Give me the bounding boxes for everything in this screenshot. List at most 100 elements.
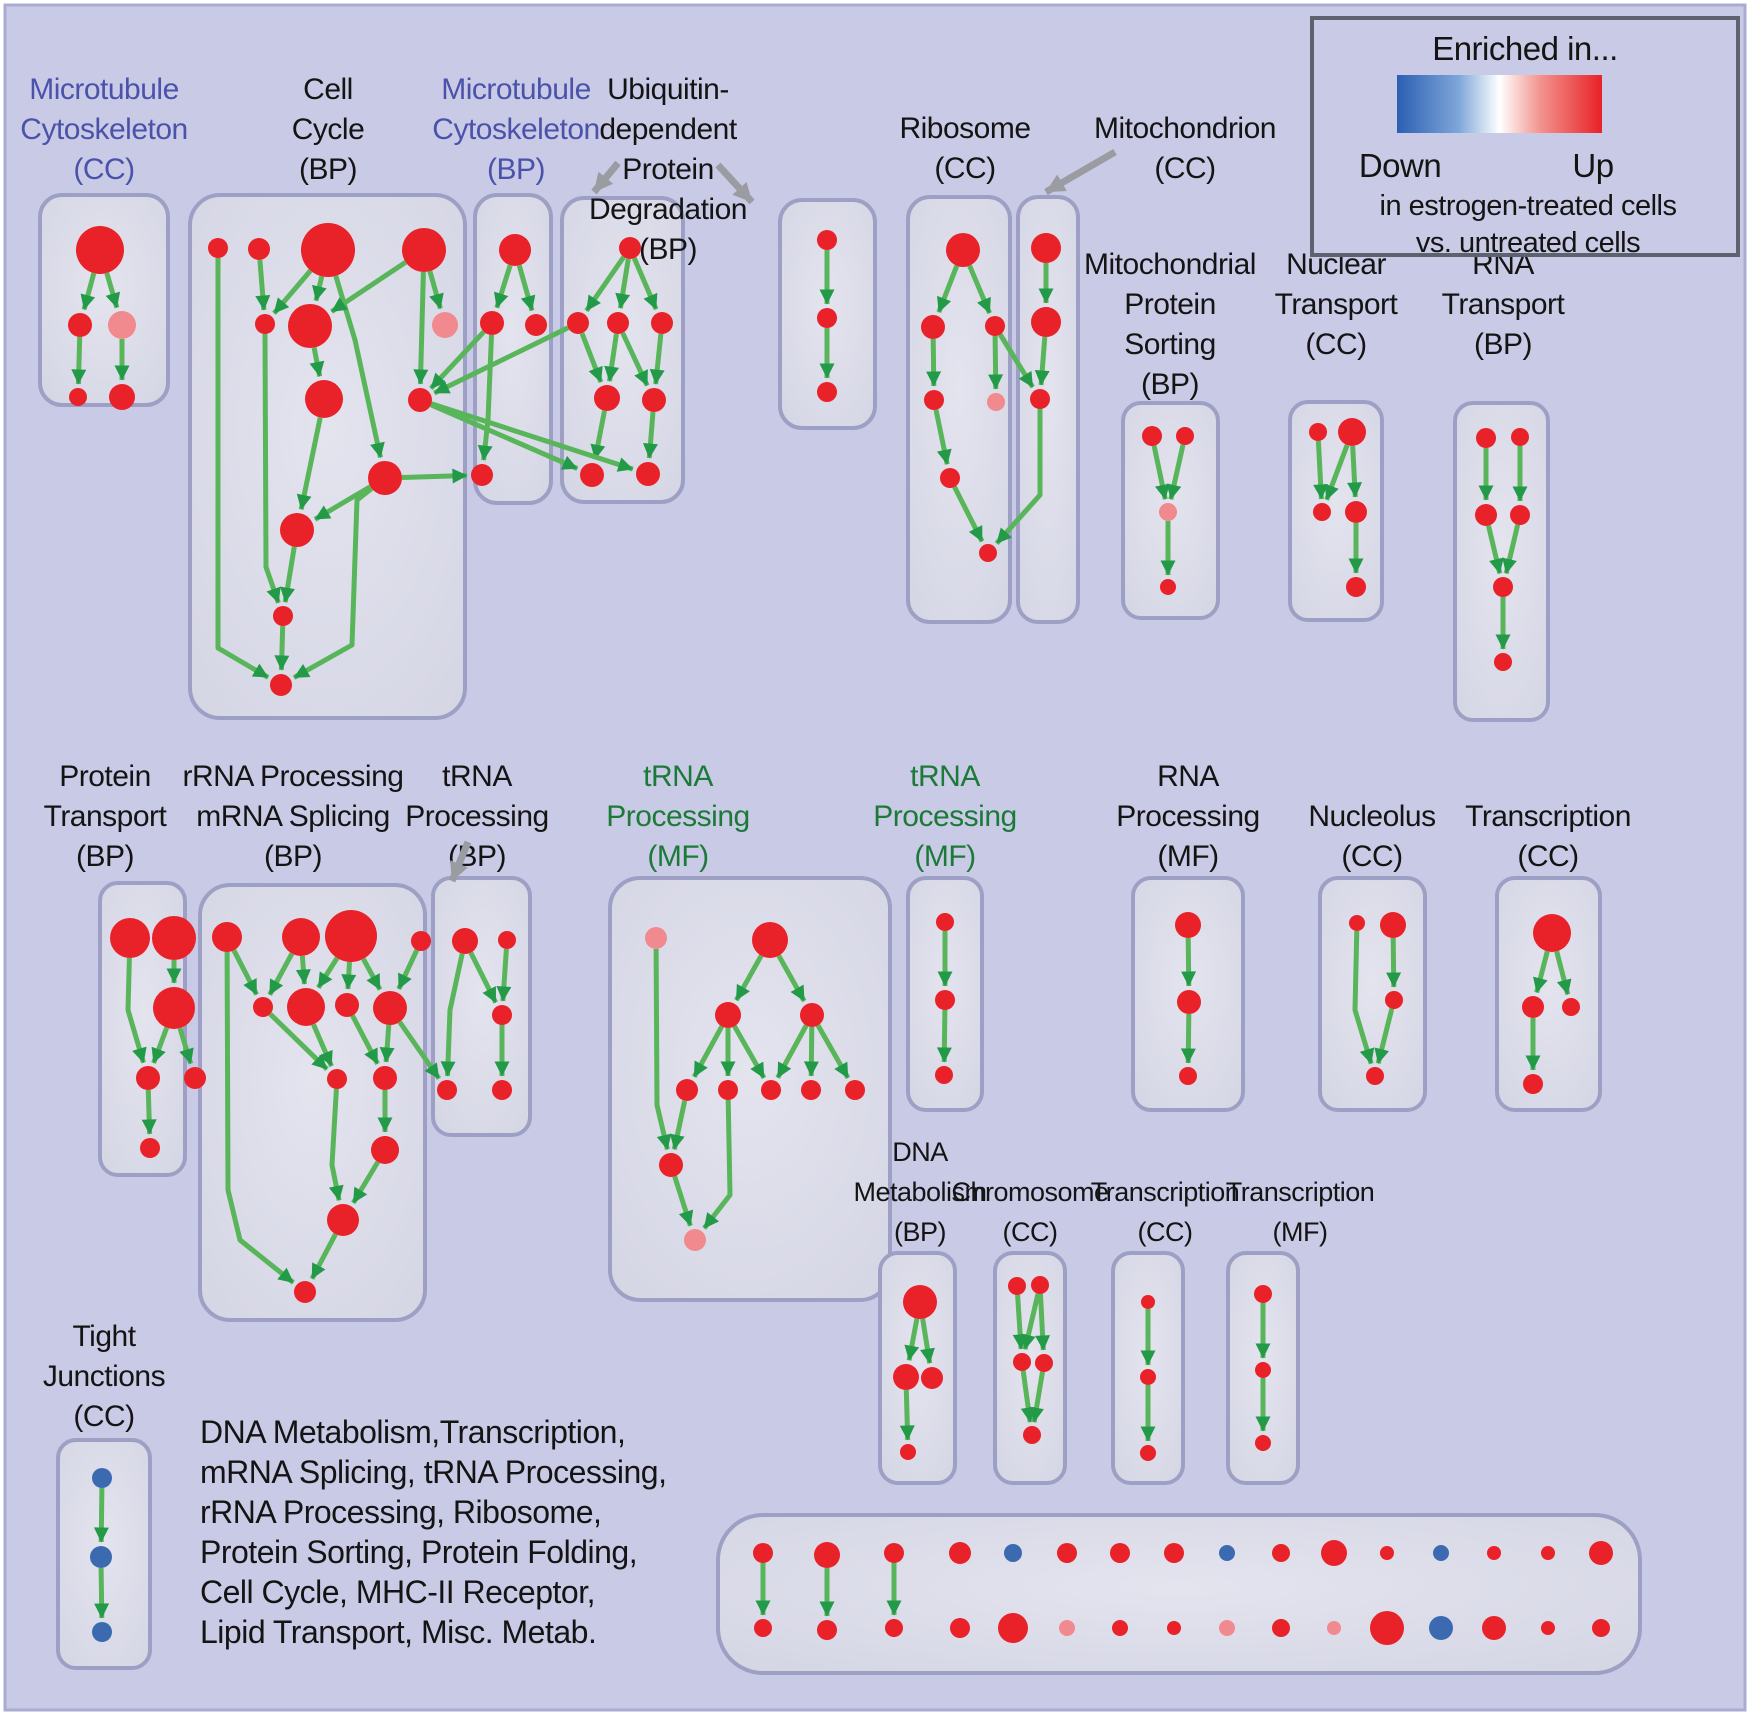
group-label-rrna-processing-mrna-splicing-bp: mRNA Splicing <box>196 800 390 833</box>
go-term-node-miscellaneous-terms-17 <box>1541 1546 1555 1560</box>
go-term-node-nucleolus-cc-2 <box>1385 991 1403 1009</box>
relation-edge <box>732 1025 767 1080</box>
go-term-node-rna-transport-bp-4 <box>1493 577 1513 597</box>
go-term-node-rrna-processing-mrna-splicing-bp-3 <box>411 931 431 951</box>
relation-edge <box>1486 525 1504 574</box>
go-term-node-miscellaneous-terms-0 <box>753 1543 773 1563</box>
go-term-node-rrna-processing-mrna-splicing-bp-9 <box>373 1066 397 1090</box>
relation-edge <box>80 272 97 311</box>
go-term-node-nuclear-transport-cc-3 <box>1345 501 1367 523</box>
go-term-node-cell-cycle-bp-2 <box>301 223 355 277</box>
label-pointer-arrow <box>1044 148 1117 196</box>
go-term-node-miscellaneous-terms-5 <box>885 1619 903 1637</box>
relation-edge <box>1533 950 1550 994</box>
legend-up-label: Up <box>1572 147 1613 184</box>
relation-edge <box>803 1026 819 1077</box>
relation-edge <box>815 1024 851 1080</box>
go-term-node-ubiquitin-degradation-bp-1-2 <box>607 312 629 334</box>
go-term-node-microtubule-cytoskeleton-cc-0 <box>76 226 124 274</box>
legend-subtitle-1: in estrogen-treated cells <box>1380 190 1677 222</box>
cross-relation-edge <box>430 401 634 472</box>
go-term-node-microtubule-cytoskeleton-bp-3 <box>471 464 493 486</box>
relation-edge <box>427 270 444 310</box>
relation-edge <box>94 1567 110 1619</box>
group-label-rna-processing-mf: Processing <box>1116 800 1259 833</box>
go-term-node-trna-processing-mf-large-8 <box>845 1080 865 1100</box>
relation-edge <box>670 1100 688 1150</box>
relation-edge <box>1181 937 1197 987</box>
group-label-microtubule-cytoskeleton-cc: (CC) <box>73 153 134 186</box>
misc-terms-text: Lipid Transport, Misc. Metab. <box>200 1614 596 1650</box>
legend-down-label: Down <box>1359 147 1441 184</box>
go-term-node-miscellaneous-terms-6 <box>949 1542 971 1564</box>
go-term-node-tight-junctions-cc-2 <box>92 1622 112 1642</box>
go-term-node-nuclear-transport-cc-1 <box>1338 418 1366 446</box>
go-term-node-trna-processing-mf-large-5 <box>718 1080 738 1100</box>
go-term-node-dna-metabolism-bp-2 <box>921 1367 943 1389</box>
label-pointer-arrow <box>591 160 621 195</box>
go-term-node-trna-processing-bp-4 <box>492 1080 512 1100</box>
group-box-miscellaneous-terms <box>716 1513 1642 1675</box>
relation-edge <box>775 1024 809 1079</box>
go-term-node-trna-processing-mf-large-3 <box>800 1003 824 1027</box>
go-term-node-chromosome-cc-3 <box>1035 1354 1053 1372</box>
go-term-node-trna-processing-mf-large-2 <box>715 1002 741 1028</box>
group-label-rrna-processing-mrna-splicing-bp: rRNA Processing <box>183 760 404 793</box>
go-term-node-cell-cycle-bp-12 <box>270 674 292 696</box>
go-term-node-ribosome-cc-0 <box>946 233 980 267</box>
relation-edge <box>311 1023 334 1068</box>
cross-relation-edge <box>429 330 486 391</box>
go-term-node-mitochondrion-cc-0 <box>1031 233 1061 263</box>
relation-edge <box>516 264 536 312</box>
go-term-node-ubiquitin-degradation-bp-1-3 <box>651 312 673 334</box>
go-term-node-ubiquitin-degradation-bp-1-0 <box>619 237 641 259</box>
go-term-node-ribosome-cc-5 <box>940 468 960 488</box>
group-label-mitochondrion-cc: Mitochondrion <box>1094 112 1276 145</box>
go-term-node-rna-processing-mf-0 <box>1175 912 1201 938</box>
relation-edge <box>584 255 626 313</box>
relation-edge <box>952 485 985 543</box>
relation-edge <box>379 1024 395 1063</box>
relation-edge <box>936 264 960 314</box>
go-term-node-tight-junctions-cc-0 <box>92 1468 112 1488</box>
group-label-ubiquitin-degradation-bp-1: Degradation <box>589 193 747 226</box>
group-label-protein-transport-bp: (BP) <box>76 840 134 873</box>
go-term-node-transcription-cc-low-0 <box>1141 1295 1155 1309</box>
group-label-dna-metabolism-bp: Metabolism <box>853 1177 986 1207</box>
go-term-node-miscellaneous-terms-3 <box>817 1620 837 1640</box>
go-term-node-mitochondrial-protein-sorting-bp-2 <box>1159 503 1177 521</box>
relation-edge <box>151 1026 170 1064</box>
go-term-node-cell-cycle-bp-9 <box>368 461 402 495</box>
group-label-transcription-cc-mid: Transcription <box>1465 800 1631 833</box>
relation-edge <box>350 1014 380 1065</box>
go-term-node-ubiquitin-degradation-bp-1-4 <box>594 385 620 411</box>
group-label-nuclear-transport-cc: Transport <box>1275 288 1399 321</box>
go-term-node-trna-processing-mf-large-0 <box>645 927 667 949</box>
group-label-transcription-cc-low: Transcription <box>1091 1177 1240 1207</box>
group-label-rna-processing-mf: (MF) <box>1157 840 1218 873</box>
group-label-tight-junctions-cc: Tight <box>72 1320 136 1353</box>
relation-edge <box>71 336 87 385</box>
go-term-node-cell-cycle-bp-6 <box>432 312 458 338</box>
go-term-node-miscellaneous-terms-20 <box>998 1613 1028 1643</box>
group-box-transcription-cc-low <box>1111 1251 1185 1485</box>
group-label-mitochondrial-protein-sorting-bp: Sorting <box>1124 328 1216 361</box>
group-label-rna-processing-mf: RNA <box>1157 760 1219 793</box>
go-term-node-rna-transport-bp-0 <box>1476 428 1496 448</box>
relation-edge <box>604 333 620 382</box>
group-label-ubiquitin-degradation-bp-1: (BP) <box>639 233 697 266</box>
group-box-mitochondrion-cc <box>1016 195 1080 624</box>
relation-edge <box>215 258 270 680</box>
go-term-node-miscellaneous-terms-28 <box>1429 1616 1453 1640</box>
go-term-node-transcription-mf-0 <box>1254 1285 1272 1303</box>
go-term-node-miscellaneous-terms-13 <box>1321 1540 1347 1566</box>
misc-terms-text: rRNA Processing, Ribosome, <box>200 1494 601 1530</box>
go-term-node-nucleolus-cc-3 <box>1366 1067 1384 1085</box>
legend-gradient-bar <box>1397 75 1602 133</box>
label-pointer-arrow <box>715 162 755 205</box>
go-term-node-rrna-processing-mrna-splicing-bp-1 <box>282 918 320 956</box>
group-box-dna-metabolism-bp <box>878 1251 957 1485</box>
go-term-node-transcription-cc-mid-1 <box>1522 996 1544 1018</box>
group-label-rrna-processing-mrna-splicing-bp: (BP) <box>264 840 322 873</box>
